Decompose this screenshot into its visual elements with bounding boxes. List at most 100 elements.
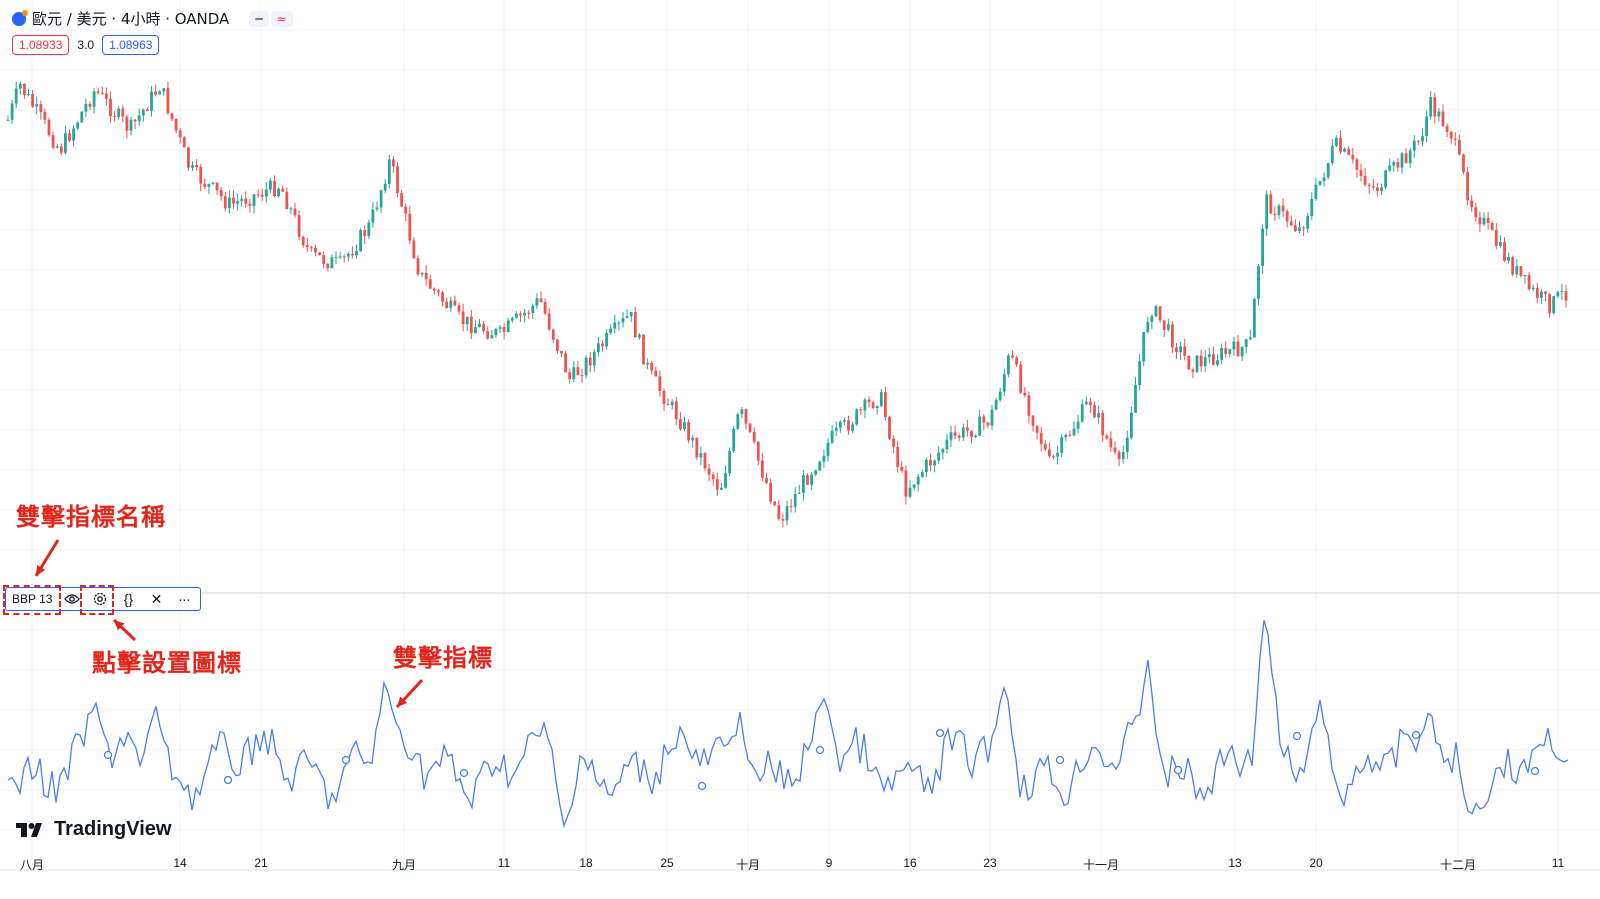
symbol-header[interactable]: 歐元 / 美元 · 4小時 · OANDA ━ ≈ <box>12 8 293 29</box>
candle-body <box>1232 341 1236 350</box>
candle-body <box>1236 341 1240 357</box>
candle-body <box>43 111 47 120</box>
candle-body <box>1101 412 1105 436</box>
candle-body <box>1273 213 1277 215</box>
candle-body <box>281 188 285 192</box>
candle-body <box>449 300 453 308</box>
candle-body <box>1216 360 1219 365</box>
candle-body <box>23 83 26 95</box>
candle-body <box>1519 266 1523 276</box>
candle-body <box>752 431 756 442</box>
candle-body <box>761 460 764 478</box>
bbp-marker <box>1530 766 1540 776</box>
bbp-marker <box>697 781 707 791</box>
bbp-indicator-line[interactable] <box>7 620 1569 829</box>
candle-body <box>802 475 805 493</box>
buy-price-button[interactable]: 1.08963 <box>102 35 160 55</box>
wave-icon[interactable]: ≈ <box>270 10 293 27</box>
candle-body <box>1248 337 1252 340</box>
bbp-marker <box>1055 755 1065 765</box>
candle-body <box>687 422 690 441</box>
candle-body <box>912 484 916 488</box>
close-icon[interactable]: ✕ <box>150 590 163 607</box>
header-pill[interactable]: ━ ≈ <box>249 10 293 27</box>
candle-body <box>1002 374 1006 392</box>
time-axis[interactable]: 八月 14 21 九月 11 18 25 十月 9 16 23 十一月 13 20 十二月 11 <box>0 856 1600 876</box>
candle-body <box>1064 434 1068 438</box>
candle-body <box>1294 225 1297 231</box>
candle-body <box>469 316 473 334</box>
candle-body <box>92 91 96 107</box>
candle-body <box>10 103 14 120</box>
candle-body <box>342 256 346 258</box>
candle-body <box>728 451 731 474</box>
candle-body <box>191 165 194 168</box>
candle-body <box>68 133 71 141</box>
candle-body <box>297 215 301 237</box>
time-axis-label: 十月 <box>735 858 761 872</box>
source-code-icon[interactable]: {} <box>123 591 134 607</box>
eye-icon[interactable] <box>58 588 86 610</box>
candle-body <box>129 119 133 131</box>
candle-body <box>1097 412 1100 418</box>
candle-body <box>1449 131 1453 139</box>
sell-price-button[interactable]: 1.08933 <box>12 35 70 55</box>
time-axis-label: 20 <box>1309 856 1323 870</box>
tradingview-logo[interactable]: TradingView <box>16 818 171 841</box>
candle-body <box>1175 347 1178 353</box>
candle-body <box>654 370 658 377</box>
candle-body <box>1269 194 1273 214</box>
gear-icon[interactable] <box>86 588 114 610</box>
candle-body <box>998 391 1002 400</box>
candle-body <box>96 91 100 93</box>
candle-body <box>1080 404 1084 422</box>
candle-body <box>1240 347 1244 357</box>
candle-body <box>1540 291 1543 298</box>
annotation-arrowhead <box>114 620 125 631</box>
candle-body <box>1462 154 1465 173</box>
candle-body <box>629 312 633 317</box>
bbp-line[interactable] <box>7 620 1569 829</box>
more-options-icon[interactable]: ∙∙∙ <box>178 591 191 607</box>
settings-highlight-box <box>80 585 114 615</box>
candle-body <box>1207 354 1211 358</box>
candle-body <box>445 301 449 308</box>
candle-body <box>117 108 121 117</box>
candle-body <box>207 184 211 187</box>
candle-body <box>1421 136 1424 142</box>
candle-body <box>72 128 75 141</box>
tradingview-logo-text: TradingView <box>54 818 172 840</box>
minimize-icon[interactable]: ━ <box>249 10 269 27</box>
time-axis-label: 八月 <box>19 858 45 872</box>
candle-body <box>162 88 166 92</box>
candle-body <box>1453 138 1457 140</box>
candle-body <box>859 409 863 411</box>
candle-body <box>1429 97 1433 117</box>
candle-body <box>621 317 625 323</box>
candle-body <box>461 311 465 325</box>
candle-body <box>1322 177 1326 182</box>
candle-body <box>908 487 912 497</box>
symbol-title[interactable]: 歐元 / 美元 · 4小時 · OANDA <box>32 10 230 28</box>
candle-body <box>982 416 986 423</box>
candle-body <box>1162 320 1166 330</box>
time-axis-label: 11 <box>1551 856 1565 870</box>
candle-body <box>1507 257 1510 261</box>
candle-body <box>351 253 354 256</box>
candle-body <box>806 475 809 485</box>
candle-body <box>724 473 727 488</box>
candle-body <box>720 487 723 490</box>
annotation-arrowhead <box>36 565 46 576</box>
annotation-settings: 點擊設置圖標 <box>92 649 242 677</box>
candle-body <box>633 312 637 338</box>
candle-body <box>588 357 592 366</box>
indicator-name-label[interactable]: BBP 13 <box>12 592 53 606</box>
annotation-indicator-name: 雙擊指標名稱 <box>16 503 166 531</box>
candle-body <box>961 427 965 438</box>
candle-body <box>793 493 797 507</box>
candle-body <box>51 135 55 148</box>
candle-body <box>974 435 977 438</box>
candle-body <box>1560 291 1564 293</box>
candle-body <box>892 438 895 447</box>
